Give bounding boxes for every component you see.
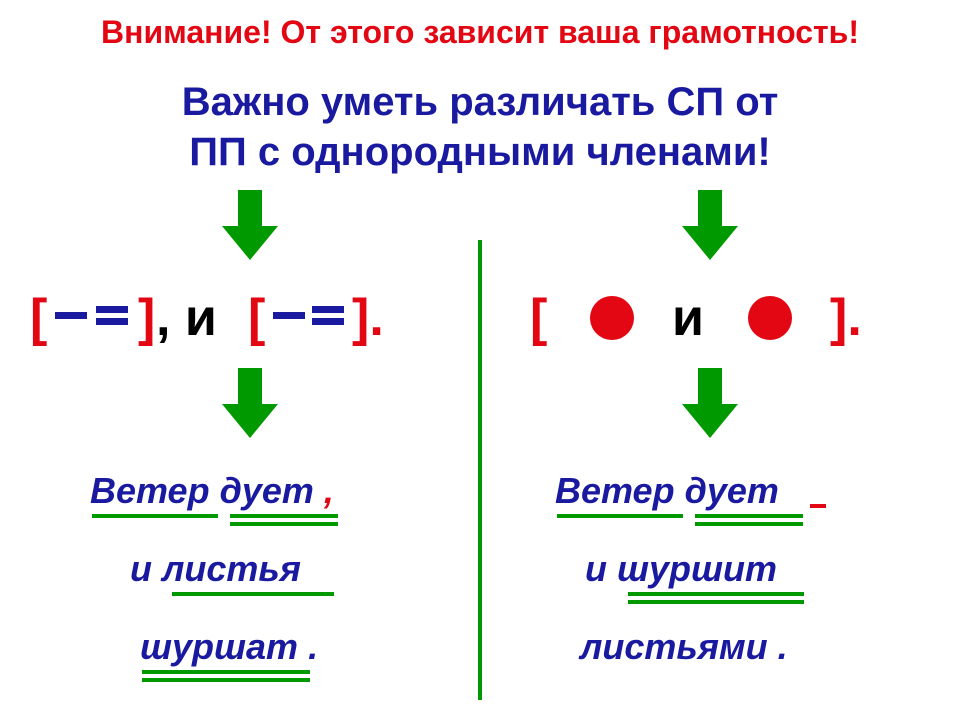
word-veter: Ветер (90, 470, 210, 511)
circle-1 (590, 296, 634, 340)
ul-shurshit-2 (628, 600, 804, 604)
arrow-down-right-top (682, 190, 738, 260)
circle-2 (748, 296, 792, 340)
ul-shurshat-1 (142, 670, 310, 674)
right-scheme: [ и ]. (530, 288, 930, 358)
heading-line-2: ПП с однородными членами! (40, 130, 920, 175)
ul-shurshit-1 (628, 592, 804, 596)
left-scheme: [ ] , и [ ]. (30, 288, 460, 358)
word-i-r: и (585, 548, 607, 589)
ul-duet-2 (230, 522, 338, 526)
word-shurshit: шуршит (617, 548, 777, 589)
heading-line-1: Важно уметь различать СП от (40, 80, 920, 125)
period-r: . (778, 626, 788, 667)
ul-shurshat-2 (142, 678, 310, 682)
word-i: и (130, 548, 152, 589)
ul-duet-r2 (695, 522, 803, 526)
bracket-open-2: [ (248, 288, 265, 348)
word-duet-r: дует (685, 470, 779, 511)
word-veter-r: Ветер (555, 470, 675, 511)
subject-symbol-2 (273, 312, 305, 319)
left-example-line1: Ветер дует , (90, 470, 334, 512)
ul-veter (92, 514, 218, 518)
bracket-open: [ (530, 288, 547, 348)
ul-duet-r1 (695, 514, 803, 518)
ul-listya (172, 592, 334, 596)
bracket-close: ]. (830, 288, 862, 348)
predicate-symbol-1 (96, 306, 128, 325)
center-divider (478, 240, 482, 700)
period: . (308, 626, 318, 667)
right-example-line2: и шуршит (585, 548, 777, 590)
arrow-down-left-top (222, 190, 278, 260)
word-duet: дует (220, 470, 314, 511)
right-example-line3: листьями . (580, 626, 788, 668)
subject-symbol-1 (55, 312, 87, 319)
word-shurshat: шуршат (140, 626, 298, 667)
predicate-symbol-2 (312, 306, 344, 325)
right-example-line1: Ветер дует (555, 470, 779, 512)
arrow-down-right-mid (682, 368, 738, 438)
connector: , и (156, 288, 217, 348)
bracket-close-1: ] (138, 288, 155, 348)
ul-duet-1 (230, 514, 338, 518)
ul-veter-r (557, 514, 683, 518)
bracket-close-2: ]. (352, 288, 384, 348)
bracket-open-1: [ (30, 288, 47, 348)
comma: , (324, 470, 334, 511)
red-underscore (810, 504, 826, 508)
left-example-line2: и листья (130, 548, 301, 590)
conj: и (672, 288, 704, 348)
word-listya: листья (162, 548, 301, 589)
arrow-down-left-mid (222, 368, 278, 438)
word-listyami: листьями (580, 626, 768, 667)
alert-title: Внимание! От этого зависит ваша грамотно… (40, 14, 920, 51)
left-example-line3: шуршат . (140, 626, 318, 668)
